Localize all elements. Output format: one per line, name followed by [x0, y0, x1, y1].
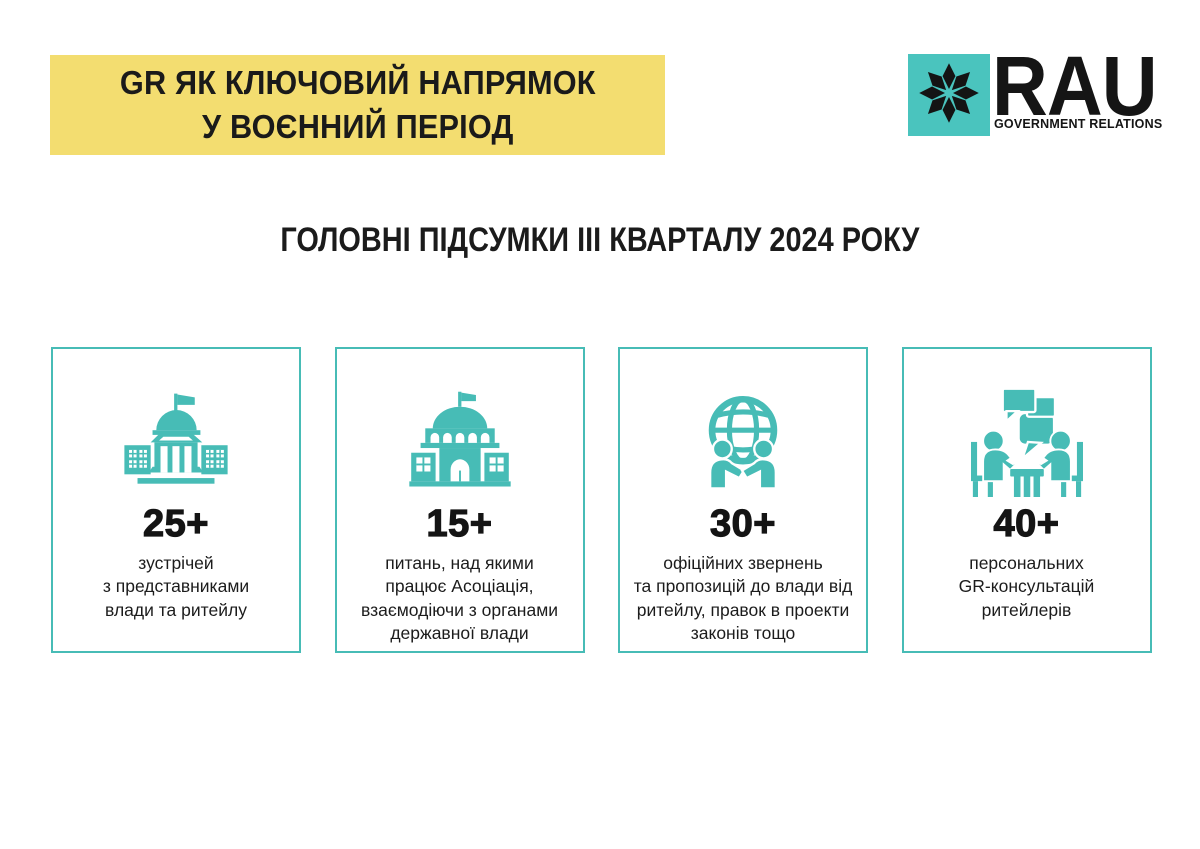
section-heading-text: ГОЛОВНІ ПІДСУМКИ ІІІ КВАРТАЛУ 2024 РОКУ [280, 221, 920, 259]
stat-card-meetings: 25+ зустрічей з представниками влади та … [51, 347, 301, 653]
meeting-consultation-icon [966, 383, 1088, 499]
stat-value: 30+ [709, 503, 776, 545]
title-banner: GR ЯК КЛЮЧОВИЙ НАПРЯМОК У ВОЄННИЙ ПЕРІОД [50, 55, 665, 155]
stats-card-row: 25+ зустрічей з представниками влади та … [51, 347, 1152, 653]
globe-handshake-icon [682, 383, 804, 499]
banner-title: GR ЯК КЛЮЧОВИЙ НАПРЯМОК У ВОЄННИЙ ПЕРІОД [119, 64, 596, 145]
logo-wordmark: RAU [992, 39, 1158, 133]
stat-value: 40+ [993, 503, 1060, 545]
stat-description: питань, над якими працює Асоціація, взає… [360, 552, 559, 644]
rau-logo: RAU GOVERNMENT RELATIONS [908, 44, 1163, 139]
section-heading: ГОЛОВНІ ПІДСУМКИ ІІІ КВАРТАЛУ 2024 РОКУ [0, 221, 1200, 260]
stat-description: офіційних звернень та пропозицій до влад… [633, 552, 853, 644]
logo-subtitle: GOVERNMENT RELATIONS [994, 117, 1163, 131]
stat-card-consultations: 40+ персональних GR-консультацій ритейле… [901, 347, 1152, 653]
stat-card-appeals: 30+ офіційних звернень та пропозицій до … [618, 347, 868, 653]
logo-square [908, 54, 990, 136]
stat-description: персональних GR-консультацій ритейлерів [958, 552, 1095, 620]
stat-value: 25+ [142, 503, 209, 545]
stat-card-issues: 15+ питань, над якими працює Асоціація, … [334, 347, 585, 653]
stat-value: 15+ [426, 503, 493, 545]
capitol-building-icon [115, 383, 237, 499]
stat-description: зустрічей з представниками влади та рите… [102, 552, 250, 620]
eight-petal-star-icon [916, 60, 982, 131]
government-palace-icon [399, 383, 521, 499]
